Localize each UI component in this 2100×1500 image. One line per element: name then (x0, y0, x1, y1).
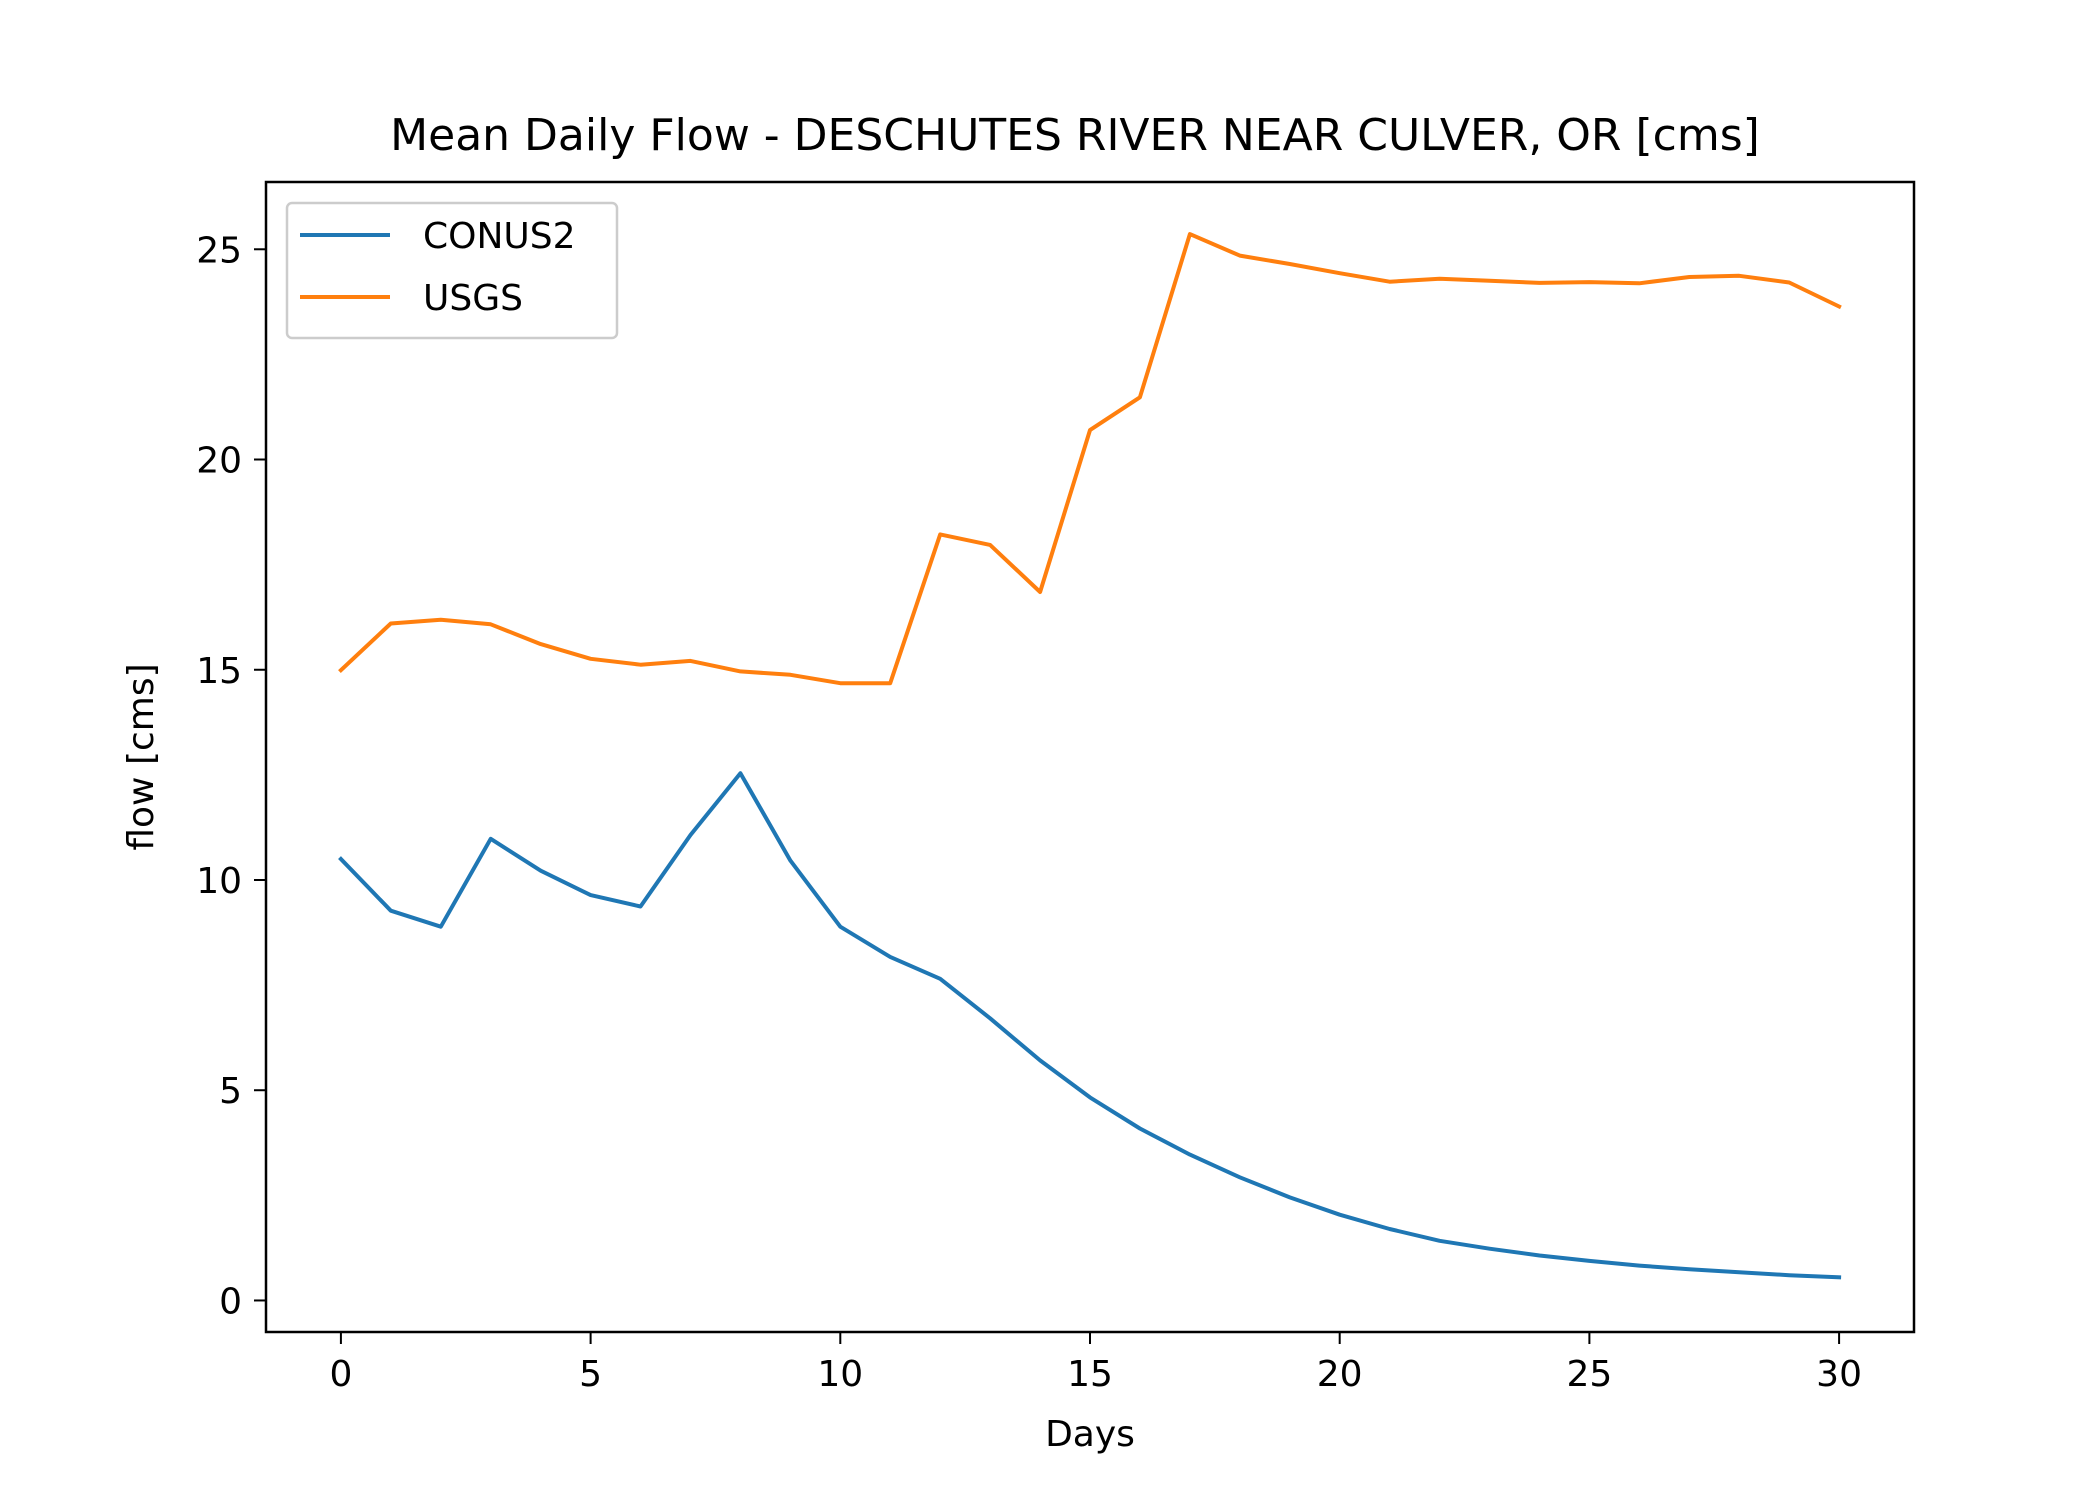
x-tick-label: 20 (1317, 1354, 1363, 1395)
x-tick-label: 25 (1566, 1354, 1612, 1395)
series-line-usgs (338, 232, 1842, 686)
y-tick-label: 10 (196, 861, 242, 902)
legend-label-usgs: USGS (423, 278, 523, 319)
x-tick-label: 15 (1067, 1354, 1113, 1395)
y-tick-label: 15 (196, 651, 242, 692)
x-tick-label: 30 (1816, 1354, 1862, 1395)
legend: CONUS2 USGS (285, 201, 619, 340)
y-axis: 0 5 10 15 20 25 (196, 230, 266, 1322)
series-layer (338, 232, 1842, 1280)
series-line-conus2 (338, 771, 1842, 1280)
plot-background (266, 182, 1914, 1332)
y-tick-label: 0 (219, 1281, 242, 1322)
y-axis-label: flow [cms] (121, 663, 162, 850)
chart-title: Mean Daily Flow - DESCHUTES RIVER NEAR C… (390, 110, 1760, 161)
y-tick-label: 5 (219, 1071, 242, 1112)
x-tick-label: 5 (579, 1354, 602, 1395)
x-tick-label: 10 (817, 1354, 863, 1395)
legend-label-conus2: CONUS2 (423, 216, 576, 257)
x-tick-label: 0 (329, 1354, 352, 1395)
plot-area (264, 180, 1916, 1334)
x-axis: 0 5 10 15 20 25 30 (329, 1332, 1862, 1395)
y-tick-label: 20 (196, 441, 242, 482)
x-axis-label: Days (1045, 1414, 1135, 1455)
y-tick-label: 25 (196, 230, 242, 271)
